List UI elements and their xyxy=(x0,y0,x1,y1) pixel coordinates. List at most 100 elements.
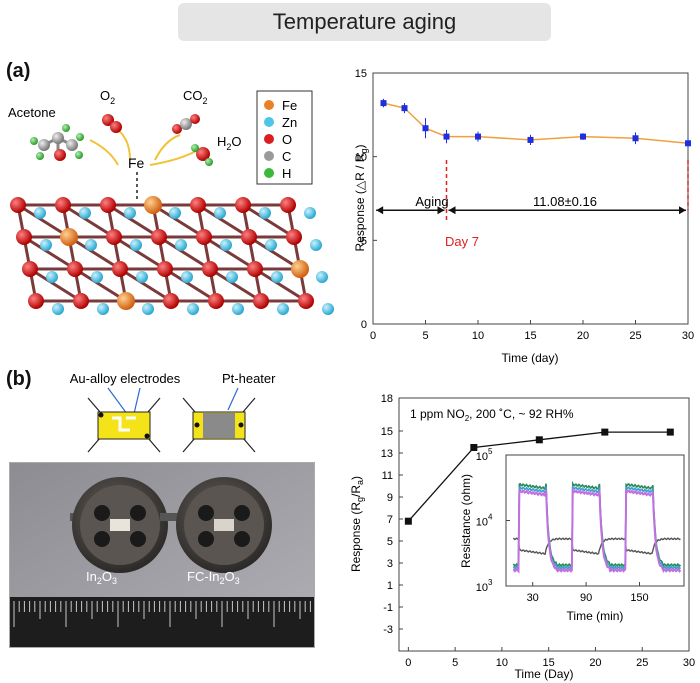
inset-trace xyxy=(512,480,682,568)
zn-atom xyxy=(316,271,328,283)
zn-atom xyxy=(265,239,277,251)
legend-swatch-fe xyxy=(264,100,274,110)
acetone-molecule xyxy=(30,124,84,161)
o-atom xyxy=(208,293,224,309)
atom-legend: Fe Zn OCH xyxy=(256,90,313,185)
crystal-schematic xyxy=(10,196,334,315)
zn-atom xyxy=(181,271,193,283)
aging-y-tick: 0 xyxy=(361,319,367,331)
o-atom xyxy=(196,229,212,245)
adsorption-schematic: Acetone O2 CO2 H2O Fe xyxy=(8,88,242,200)
response-y-axis-label: Response (Rg/Ra) xyxy=(349,476,365,572)
co2-molecule xyxy=(172,114,200,134)
o-atom xyxy=(100,197,116,213)
aging-x-tick: 30 xyxy=(682,330,694,342)
zn-atom xyxy=(97,303,109,315)
zn-atom xyxy=(304,207,316,219)
o-atom xyxy=(22,261,38,277)
acetone-label: Acetone xyxy=(8,105,56,120)
fe-atom xyxy=(60,228,78,246)
legend-label-o: O xyxy=(282,132,292,147)
zn-atom xyxy=(52,303,64,315)
o2-label: O2 xyxy=(100,88,115,106)
zn-atom xyxy=(232,303,244,315)
response-y-tick: 11 xyxy=(382,470,393,482)
legend-swatch-zn xyxy=(264,117,274,127)
legend-swatch-o xyxy=(264,134,274,144)
aging-x-tick: 25 xyxy=(629,330,641,342)
arrowhead xyxy=(437,206,445,215)
response-y-tick: 5 xyxy=(387,536,393,548)
aging-x-axis-label: Time (day) xyxy=(502,351,559,365)
response-x-axis-label: Time (Day) xyxy=(515,667,574,681)
figure-title-text: Temperature aging xyxy=(272,9,457,34)
o-atom xyxy=(190,197,206,213)
aging-x-tick: 15 xyxy=(524,330,536,342)
h2o-molecule xyxy=(191,144,213,166)
inset-x-tick: 150 xyxy=(630,592,648,604)
h2o-label: H2O xyxy=(217,134,242,152)
o-atom xyxy=(151,229,167,245)
zn-atom xyxy=(34,207,46,219)
zn-atom xyxy=(40,239,52,251)
zn-atom xyxy=(277,303,289,315)
response-x-tick: 25 xyxy=(636,657,648,669)
sensor-fc-in2o3 xyxy=(160,477,272,573)
electrode-chip xyxy=(87,397,161,453)
o-atom xyxy=(241,229,257,245)
o-atom xyxy=(235,197,251,213)
response-y-tick: 18 xyxy=(381,393,393,405)
aging-x-tick: 5 xyxy=(422,330,428,342)
zn-atom xyxy=(124,207,136,219)
zn-atom xyxy=(187,303,199,315)
arrowhead xyxy=(376,206,384,215)
heater-chip xyxy=(182,397,256,453)
fe-atom xyxy=(291,260,309,278)
response-data-point xyxy=(404,517,412,525)
zn-atom xyxy=(136,271,148,283)
sensor-photo: In2O3 FC-In2O3 xyxy=(9,462,315,648)
heater-label: Pt-heater xyxy=(222,371,276,386)
o-atom xyxy=(73,293,89,309)
legend-label-fe: Fe xyxy=(282,98,297,113)
o-atom xyxy=(247,261,263,277)
aging-y-tick: 15 xyxy=(355,68,367,80)
response-y-tick: -1 xyxy=(383,602,393,614)
aging-x-tick: 0 xyxy=(370,330,376,342)
zn-atom xyxy=(259,207,271,219)
response-chart-frame xyxy=(398,397,690,652)
o-atom xyxy=(163,293,179,309)
o-atom xyxy=(286,229,302,245)
zn-atom xyxy=(214,207,226,219)
sensor-in2o3 xyxy=(70,477,168,573)
response-data-point xyxy=(666,428,674,436)
o-atom xyxy=(157,261,173,277)
in2o3-photo-label: In2O3 xyxy=(86,569,117,586)
response-y-tick: 15 xyxy=(381,426,393,438)
aging-data-point xyxy=(422,125,429,132)
response-x-tick: 5 xyxy=(452,657,458,669)
response-x-tick: 10 xyxy=(496,657,508,669)
inset-y-tick-exponent: 5 xyxy=(488,447,493,456)
aging-data-point xyxy=(475,133,481,140)
inset-x-axis-label: Time (min) xyxy=(567,609,624,623)
o-atom xyxy=(10,197,26,213)
response-data-point xyxy=(535,436,543,444)
day7-annotation: Day 7 xyxy=(445,234,479,249)
inset-x-tick: 30 xyxy=(527,592,539,604)
inset-trace-baseline xyxy=(512,536,681,555)
response-y-tick: 13 xyxy=(381,448,393,460)
o-atom xyxy=(202,261,218,277)
inset-y-tick-exponent: 3 xyxy=(488,578,493,587)
aging-data-point xyxy=(580,133,586,140)
aging-data-point xyxy=(401,105,408,112)
o-atom xyxy=(55,197,71,213)
zn-atom xyxy=(175,239,187,251)
inset-y-axis-label: Resistance (ohm) xyxy=(459,474,473,568)
aging-annotation: Aging xyxy=(415,194,448,209)
panel-b-label: (b) xyxy=(6,368,32,390)
fe-atom xyxy=(117,292,135,310)
